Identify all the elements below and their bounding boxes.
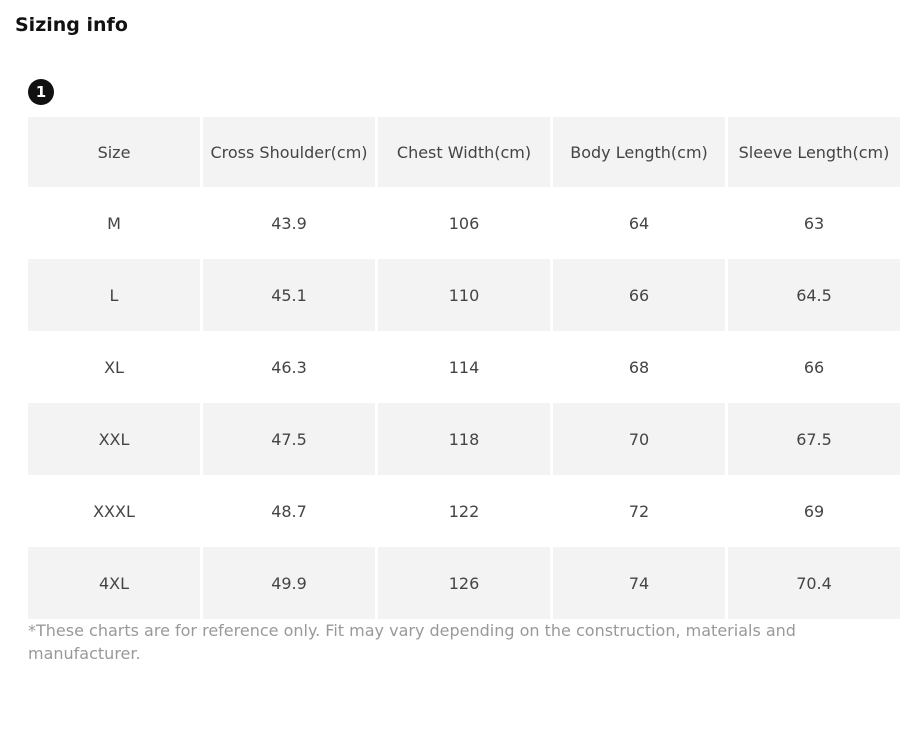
step-badge: 1 — [28, 79, 54, 105]
column-header: Cross Shoulder(cm) — [203, 117, 375, 187]
table-row: M 43.9 106 64 63 — [28, 187, 903, 259]
table-cell: 48.7 — [271, 501, 307, 521]
table-cell: 64.5 — [728, 259, 900, 331]
table-row: XL 46.3 114 68 66 — [28, 331, 903, 403]
table-cell: 118 — [378, 403, 550, 475]
footnote: *These charts are for reference only. Fi… — [28, 621, 796, 663]
table-cell: 66 — [553, 259, 725, 331]
table-cell: 122 — [448, 501, 480, 521]
table-cell: 68 — [628, 357, 650, 377]
table-cell: 4XL — [28, 547, 200, 619]
table-cell: 46.3 — [271, 357, 307, 377]
table-cell: 67.5 — [728, 403, 900, 475]
table-cell: 70.4 — [728, 547, 900, 619]
table-cell: 110 — [378, 259, 550, 331]
table-cell: 69 — [803, 501, 825, 521]
table-cell: 64 — [628, 213, 650, 233]
table-cell: 74 — [553, 547, 725, 619]
table-row: XXXL 48.7 122 72 69 — [28, 475, 903, 547]
table-cell: 47.5 — [203, 403, 375, 475]
table-cell: 43.9 — [271, 213, 307, 233]
column-header: Sleeve Length(cm) — [728, 117, 900, 187]
table-cell: 66 — [803, 357, 825, 377]
table-row: XXL 47.5 118 70 67.5 — [28, 403, 903, 475]
table-cell: 70 — [553, 403, 725, 475]
table-row: 4XL 49.9 126 74 70.4 — [28, 547, 903, 619]
column-header: Body Length(cm) — [553, 117, 725, 187]
table-cell: 126 — [378, 547, 550, 619]
table-row: L 45.1 110 66 64.5 — [28, 259, 903, 331]
table-cell: 106 — [448, 213, 480, 233]
table-cell: 114 — [448, 357, 480, 377]
table-cell: 45.1 — [203, 259, 375, 331]
table-cell: XXL — [28, 403, 200, 475]
header-row: Size Cross Shoulder(cm) Chest Width(cm) Bod… — [28, 117, 903, 187]
table-cell: XXXL — [93, 501, 135, 521]
table-cell: XL — [104, 357, 124, 377]
column-header: Chest Width(cm) — [378, 117, 550, 187]
table-cell: 63 — [803, 213, 825, 233]
section-title: Sizing info — [15, 14, 128, 36]
table-cell: M — [107, 213, 121, 233]
table-cell: 72 — [628, 501, 650, 521]
size-table: Size Cross Shoulder(cm) Chest Width(cm) Bod… — [28, 117, 903, 619]
table-cell: L — [28, 259, 200, 331]
table-cell: 49.9 — [203, 547, 375, 619]
column-header: Size — [28, 117, 200, 187]
